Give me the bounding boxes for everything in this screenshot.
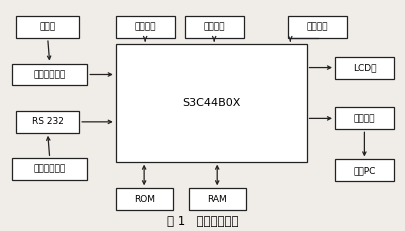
Bar (12, 64, 87, 85)
Bar (334, 159, 393, 181)
Bar (334, 57, 393, 79)
Text: S3C44B0X: S3C44B0X (181, 98, 240, 108)
Text: RS 232: RS 232 (32, 117, 64, 126)
Bar (334, 107, 393, 129)
Text: 精密电子天平: 精密电子天平 (34, 165, 66, 174)
Text: LCD屏: LCD屏 (352, 63, 375, 72)
Bar (288, 16, 346, 38)
Bar (16, 16, 79, 38)
Text: 数据采集电路: 数据采集电路 (34, 70, 66, 79)
Text: 图 1   系统硬件框图: 图 1 系统硬件框图 (167, 215, 238, 228)
Text: RAM: RAM (207, 195, 226, 204)
Bar (115, 16, 174, 38)
Text: 网络接口: 网络接口 (353, 114, 374, 123)
Bar (184, 16, 243, 38)
Bar (188, 188, 245, 210)
Bar (115, 44, 306, 162)
Text: 探测器: 探测器 (40, 23, 55, 32)
Text: 电源电路: 电源电路 (134, 23, 156, 32)
Bar (115, 188, 172, 210)
Text: 复位电路: 复位电路 (306, 23, 328, 32)
Bar (12, 158, 87, 180)
Bar (16, 111, 79, 133)
Text: 时钟电路: 时钟电路 (203, 23, 224, 32)
Text: 远程PC: 远程PC (352, 166, 375, 175)
Text: ROM: ROM (133, 195, 154, 204)
